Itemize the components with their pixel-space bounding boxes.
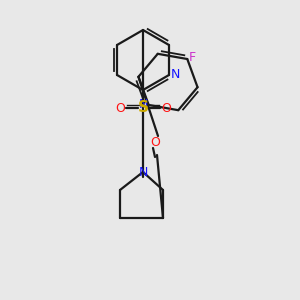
Text: O: O bbox=[115, 101, 125, 115]
Text: F: F bbox=[189, 50, 196, 64]
Text: S: S bbox=[137, 100, 148, 116]
Text: N: N bbox=[139, 98, 148, 112]
Text: N: N bbox=[138, 166, 148, 178]
Text: N: N bbox=[170, 68, 180, 82]
Text: O: O bbox=[161, 101, 171, 115]
Text: O: O bbox=[150, 136, 160, 148]
